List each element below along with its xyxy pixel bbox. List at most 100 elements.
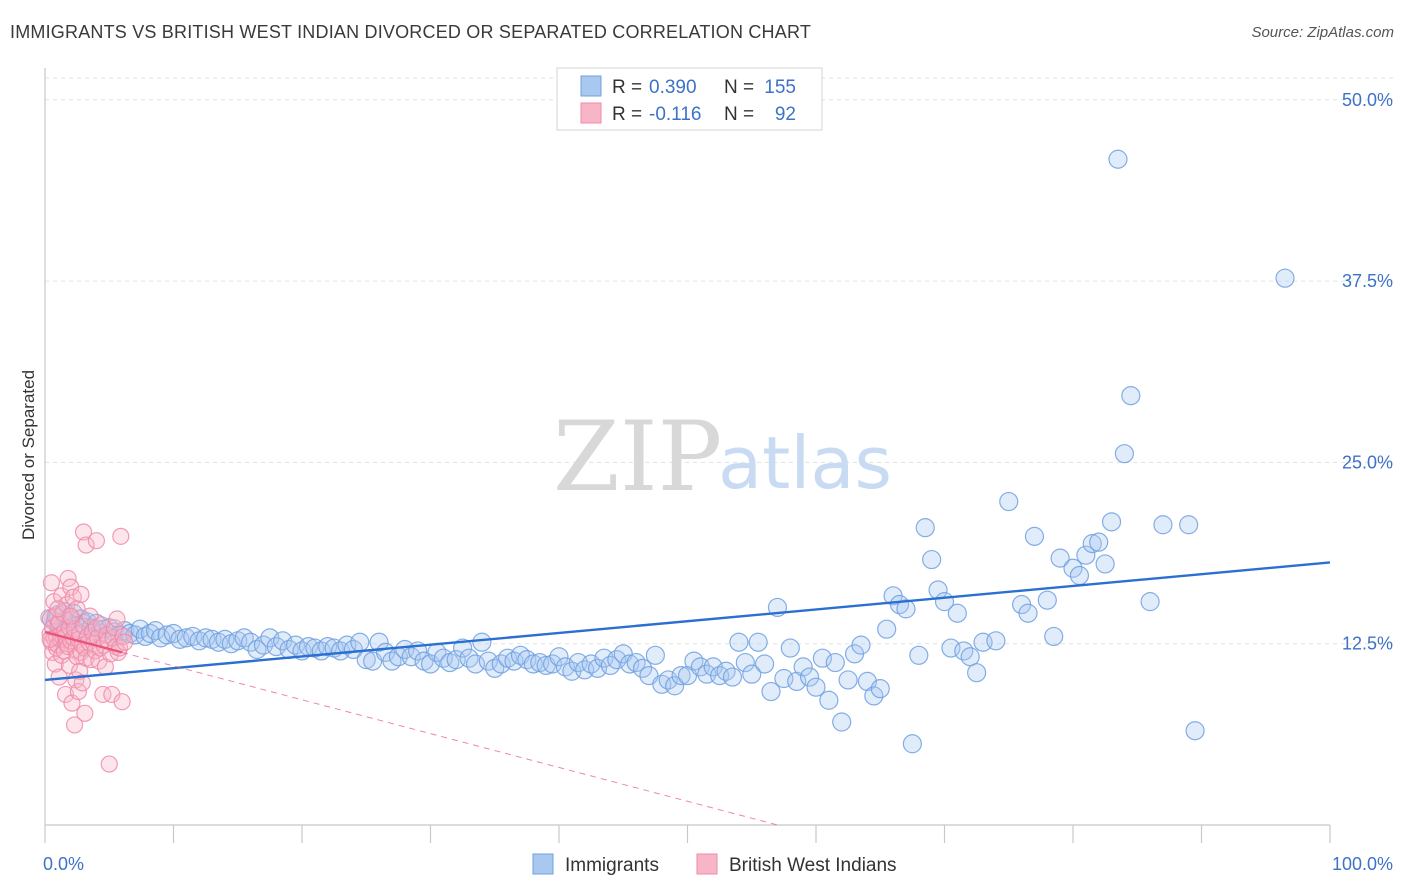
immigrants-point: [870, 679, 890, 699]
x-tick-label-left: 0.0%: [43, 854, 84, 874]
y-tick-label: 12.5%: [1342, 634, 1393, 654]
immigrants-point: [1121, 386, 1141, 406]
immigrants-point: [761, 681, 781, 702]
watermark-zip: ZIP: [553, 401, 722, 513]
immigrants-point: [1089, 532, 1109, 552]
immigrants-point: [1095, 554, 1115, 574]
british-west-indians-point: [74, 617, 93, 635]
immigrants-point: [838, 670, 858, 690]
axes: [44, 68, 1331, 843]
immigrants-point: [1018, 603, 1038, 623]
legend-n-value: 155: [764, 77, 796, 98]
immigrants-point: [754, 654, 775, 674]
immigrants-point: [472, 632, 492, 652]
immigrants-point: [799, 667, 820, 687]
british-west-indians-point: [108, 610, 126, 628]
bottom-legend-label: British West Indians: [729, 855, 897, 876]
british-west-indians-point: [113, 693, 131, 711]
british-west-indians-point: [56, 685, 75, 704]
series-british-west-indians: [40, 523, 134, 773]
immigrants-point: [1069, 565, 1090, 586]
immigrants-point: [902, 734, 922, 754]
immigrants-point: [793, 657, 813, 677]
british-west-indians-trend-extension: [121, 651, 778, 826]
immigrants-point: [645, 645, 665, 665]
immigrants-point: [549, 647, 569, 667]
immigrants-point: [350, 632, 370, 652]
immigrants-point: [620, 654, 640, 674]
immigrants-trend-line: [44, 561, 1331, 682]
immigrants-point: [1037, 590, 1057, 610]
immigrants-point: [1050, 548, 1070, 568]
immigrants-point: [742, 664, 762, 684]
immigrants-point: [864, 686, 884, 706]
immigrants-point: [812, 648, 833, 668]
immigrants-point: [1063, 558, 1083, 578]
immigrants-point: [1024, 526, 1045, 546]
immigrants-point: [909, 645, 929, 665]
immigrants-point: [729, 632, 749, 652]
british-west-indians-point: [65, 716, 84, 734]
british-west-indians-point: [73, 674, 91, 692]
british-west-indians-point: [69, 682, 88, 701]
immigrants-point: [915, 518, 935, 538]
bottom-legend-swatch: [696, 853, 718, 875]
immigrants-point: [1179, 515, 1199, 535]
british-west-indians-trend-line: [44, 630, 123, 654]
source-label: Source: ZipAtlas.com: [1251, 24, 1394, 41]
immigrants-point: [999, 491, 1019, 512]
immigrants-point: [1275, 268, 1295, 288]
british-west-indians-point: [77, 536, 95, 554]
immigrants-point: [1076, 545, 1096, 565]
legend-r-label: R =: [612, 104, 642, 125]
legend-n-value: 92: [775, 104, 796, 125]
watermark-atlas: atlas: [718, 421, 892, 505]
immigrants-point: [453, 638, 473, 658]
legend-r-label: R =: [612, 77, 642, 98]
immigrants-point: [343, 639, 363, 660]
immigrants-point: [825, 652, 845, 673]
immigrants-point: [735, 652, 755, 673]
immigrants-point: [832, 712, 852, 732]
bottom-legend-swatch: [532, 853, 554, 875]
grid-lines: [45, 77, 1395, 645]
legend-r-value: 0.390: [649, 77, 697, 98]
bottom-legend: Immigrants British West Indians: [532, 853, 897, 876]
y-axis-label: Divorced or Separated: [19, 370, 38, 540]
legend-n-label: N =: [724, 77, 754, 98]
british-west-indians-point: [74, 523, 93, 541]
immigrants-point: [896, 599, 916, 619]
trend-lines: [44, 561, 1331, 826]
british-west-indians-point: [100, 755, 118, 773]
british-west-indians-point: [72, 585, 90, 603]
immigrants-point: [922, 549, 942, 570]
british-west-indians-point: [92, 616, 111, 634]
immigrants-point: [1101, 512, 1122, 532]
x-tick-label-right: 100.0%: [1332, 854, 1393, 874]
legend-r-value: -0.116: [649, 104, 701, 125]
immigrants-point: [960, 647, 980, 667]
bottom-legend-label: Immigrants: [565, 855, 659, 876]
british-west-indians-point: [94, 685, 112, 704]
immigrants-point: [671, 665, 691, 686]
watermark: ZIP atlas: [553, 401, 892, 513]
y-tick-label: 50.0%: [1342, 90, 1393, 110]
immigrants-point: [1140, 592, 1160, 612]
immigrants-point: [780, 638, 800, 658]
immigrants-point: [1082, 534, 1102, 554]
x-tick-labels: 0.0% 100.0%: [43, 854, 1393, 874]
immigrants-point: [819, 690, 839, 710]
british-west-indians-point: [114, 627, 132, 646]
immigrants-point: [1114, 444, 1135, 464]
legend: R = 0.390 N = 155 R = -0.116 N = 92: [556, 67, 823, 131]
y-tick-label: 25.0%: [1342, 452, 1393, 472]
immigrants-point: [877, 619, 897, 639]
immigrants-point: [1185, 721, 1205, 741]
immigrants-point: [1044, 626, 1064, 647]
immigrants-point: [157, 625, 177, 645]
y-tick-labels: 12.5% 25.0% 37.5% 50.0%: [1342, 90, 1393, 654]
legend-n-label: N =: [724, 104, 754, 125]
immigrants-point: [806, 677, 826, 697]
legend-swatch: [580, 75, 602, 97]
